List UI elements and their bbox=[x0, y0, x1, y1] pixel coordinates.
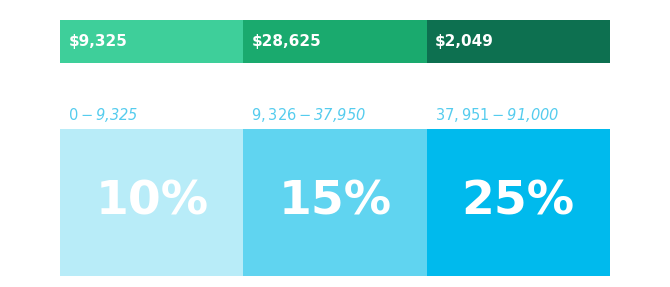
Bar bbox=[243, 20, 427, 63]
Bar bbox=[427, 129, 610, 276]
Text: $9,326 - $37,950: $9,326 - $37,950 bbox=[251, 106, 366, 124]
Text: $9,325: $9,325 bbox=[68, 34, 127, 49]
Text: $28,625: $28,625 bbox=[251, 34, 321, 49]
Text: 25%: 25% bbox=[462, 180, 575, 225]
Text: $0 - $9,325: $0 - $9,325 bbox=[68, 106, 139, 124]
Text: 10%: 10% bbox=[95, 180, 208, 225]
Bar bbox=[60, 129, 243, 276]
Bar bbox=[60, 20, 243, 63]
Bar bbox=[427, 20, 610, 63]
Text: $37,951 - $91,000: $37,951 - $91,000 bbox=[435, 106, 559, 124]
Text: 15%: 15% bbox=[279, 180, 391, 225]
Bar bbox=[243, 129, 427, 276]
Text: $2,049: $2,049 bbox=[435, 34, 494, 49]
